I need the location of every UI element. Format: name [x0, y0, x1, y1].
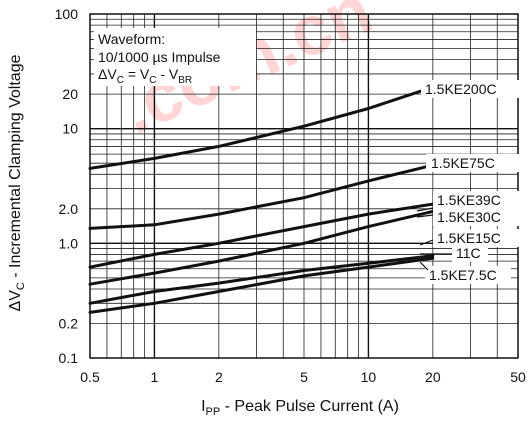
x-tick-labels: 0.5 1 2 5 10 20 50	[80, 369, 526, 385]
x-tick-label: 0.5	[80, 369, 100, 385]
y-axis-title: ΔVC - Incremental Clamping Voltage	[7, 54, 27, 311]
label-bg-5	[433, 229, 519, 247]
leader-1-5ke39c	[416, 207, 434, 212]
x-tick-label: 10	[361, 369, 377, 385]
label-bg-3	[433, 191, 519, 209]
annotation-line-2: 10/1000 µs Impulse	[98, 49, 221, 65]
series-label-11c: 11C	[456, 245, 481, 261]
series-label-1-5ke30c: 1.5KE30C	[437, 209, 501, 225]
series-line-4	[88, 254, 435, 305]
series-line-5	[88, 256, 435, 314]
leader-1-5ke30c	[416, 214, 434, 218]
series-line-2	[88, 202, 435, 269]
annotation-box	[94, 28, 256, 86]
series-line-3	[88, 209, 435, 286]
leader-1-5ke15c	[419, 239, 434, 246]
series-label-1-5ke75c: 1.5KE75C	[431, 155, 495, 171]
x-tick-label: 5	[300, 369, 308, 385]
label-bg-6	[452, 244, 488, 262]
plot-frame	[89, 13, 519, 359]
series-lines	[88, 85, 435, 314]
y-tick-label: 20	[62, 86, 78, 102]
label-bg-1	[421, 80, 519, 98]
series-label-1-5ke200c: 1.5KE200C	[425, 81, 497, 97]
y-tick-label: 2.0	[59, 201, 79, 217]
y-tick-label: 0.1	[59, 350, 79, 366]
label-bg-7	[425, 266, 511, 284]
series-label-1-5ke15c: 1.5KE15C	[437, 230, 501, 246]
leader-1-5ke7-5c	[419, 261, 429, 271]
series-label-1-5ke7-5c: 1.5KE7.5C	[429, 267, 497, 283]
series-labels: 1.5KE200C 1.5KE75C 1.5KE39C 1.5KE30C 1.5…	[421, 80, 519, 284]
series-line-1	[88, 163, 435, 230]
y-tick-label: 100	[55, 6, 79, 22]
annotation-line-3: ΔVC = VC - VBR	[98, 66, 192, 86]
y-tick-label: 1.0	[59, 235, 79, 251]
x-tick-label: 2	[215, 369, 223, 385]
y-tick-labels: 0.1 0.2 1.0 2.0 10 20 100	[55, 6, 79, 366]
label-leaders	[416, 207, 452, 271]
label-bg-4	[433, 208, 519, 226]
y-tick-label: 10	[62, 121, 78, 137]
series-line-0	[88, 85, 435, 170]
y-tick-label: 0.2	[59, 315, 79, 331]
x-tick-label: 20	[425, 369, 441, 385]
x-tick-label: 50	[510, 369, 526, 385]
label-bg-2	[426, 154, 519, 172]
x-tick-label: 1	[151, 369, 159, 385]
series-label-1-5ke39c: 1.5KE39C	[437, 192, 501, 208]
x-axis-title: IPP - Peak Pulse Current (A)	[201, 398, 399, 418]
annotation-line-1: Waveform:	[98, 31, 165, 47]
